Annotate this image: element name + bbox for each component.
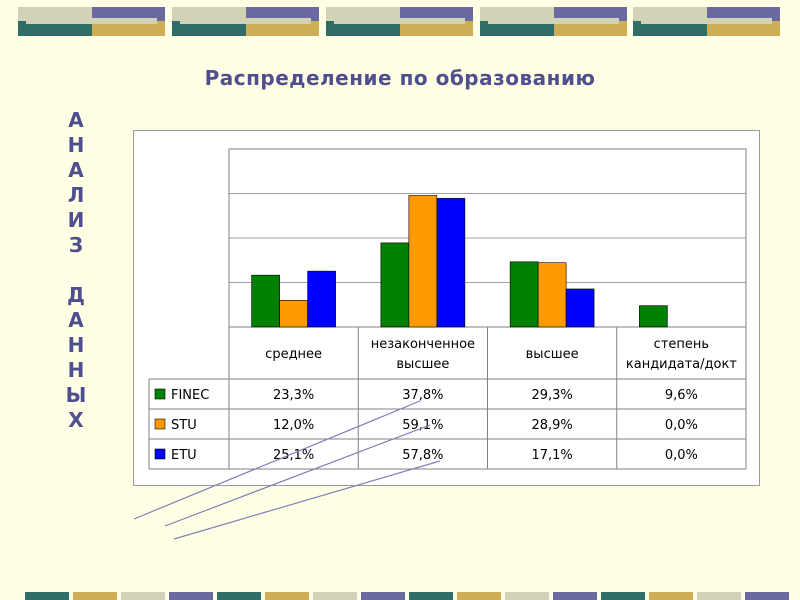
- data-label: 17,1%: [531, 448, 572, 463]
- data-label: 0,0%: [665, 418, 698, 433]
- category-label: среднее: [265, 347, 322, 362]
- decorative-segment: [361, 592, 405, 600]
- data-label: 25,1%: [273, 448, 314, 463]
- decorative-segment: [169, 592, 213, 600]
- bar-finec: [509, 261, 539, 328]
- vertical-letter: Л: [67, 183, 85, 207]
- decorative-segment: [73, 592, 117, 600]
- vertical-letter: Н: [67, 133, 85, 157]
- vertical-letter: [52, 258, 100, 283]
- legend-swatch-stu: [154, 418, 166, 430]
- data-label: 0,0%: [665, 448, 698, 463]
- data-label: 29,3%: [531, 388, 572, 403]
- bar-etu: [565, 288, 595, 328]
- data-label: 23,3%: [273, 388, 314, 403]
- decorative-segment: [697, 592, 741, 600]
- vertical-letter: Н: [67, 333, 85, 357]
- legend-swatch-etu: [154, 448, 166, 460]
- data-label: 57,8%: [402, 448, 443, 463]
- vertical-letter: Д: [67, 283, 85, 307]
- decorative-segment: [505, 592, 549, 600]
- decorative-segment: [313, 592, 357, 600]
- legend-label: ETU: [171, 448, 197, 463]
- decorative-segment: [553, 592, 597, 600]
- top-decorative-bars: [0, 0, 800, 40]
- category-label: высшее: [396, 357, 449, 372]
- decorative-segment: [457, 592, 501, 600]
- decorative-segment: [601, 592, 645, 600]
- decorative-segment: [745, 592, 789, 600]
- bar-finec: [251, 274, 280, 328]
- decorative-segment: [121, 592, 165, 600]
- bar-finec: [380, 242, 410, 328]
- data-label: 28,9%: [531, 418, 572, 433]
- bar-etu: [307, 270, 336, 328]
- category-label: незаконченное: [371, 337, 475, 352]
- category-label: высшее: [526, 347, 579, 362]
- decorative-segment: [265, 592, 309, 600]
- data-label: 9,6%: [665, 388, 698, 403]
- data-label: 59,1%: [402, 418, 443, 433]
- legend-label: FINEC: [171, 388, 209, 403]
- legend-swatch-finec: [154, 388, 166, 400]
- decorative-segment: [649, 592, 693, 600]
- decorative-tile: [18, 7, 165, 36]
- bar-stu: [537, 262, 567, 328]
- category-label: степень: [654, 337, 709, 352]
- decorative-tile: [172, 7, 319, 36]
- decorative-segment: [217, 592, 261, 600]
- bar-stu: [279, 300, 308, 328]
- vertical-letter: Н: [67, 358, 85, 382]
- data-label: 37,8%: [402, 388, 443, 403]
- vertical-letter: А: [68, 308, 84, 332]
- legend-label: STU: [171, 418, 197, 433]
- decorative-tile: [326, 7, 473, 36]
- category-label: кандидата/докт: [626, 357, 737, 372]
- decorative-tile: [480, 7, 627, 36]
- bar-finec: [639, 305, 668, 328]
- decorative-tile: [633, 7, 780, 36]
- bar-chart: среднее незаконченное высшее высшее степень к…: [148, 148, 747, 470]
- vertical-letter: З: [68, 233, 84, 257]
- vertical-letter: А: [68, 158, 84, 182]
- bar-etu: [436, 198, 466, 328]
- chart-area: среднее незаконченное высшее высшее степень к…: [133, 130, 760, 486]
- data-label: 12,0%: [273, 418, 314, 433]
- page-title: Распределение по образованию: [204, 66, 596, 90]
- bottom-decorative-bars: [0, 586, 800, 600]
- vertical-letter: И: [67, 208, 85, 232]
- bar-stu: [408, 195, 438, 328]
- vertical-letter: Ы: [65, 383, 87, 407]
- vertical-letter: А: [68, 108, 84, 132]
- vertical-letter: Х: [68, 408, 84, 432]
- decorative-segment: [409, 592, 453, 600]
- decorative-segment: [25, 592, 69, 600]
